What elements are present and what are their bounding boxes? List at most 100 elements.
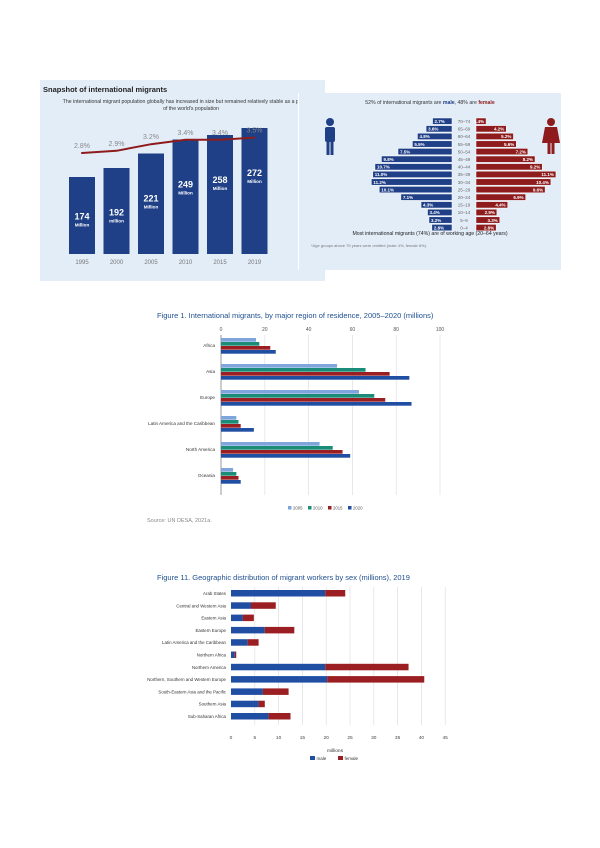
bar-2015 bbox=[221, 424, 241, 428]
age-group-label: 55–59 bbox=[458, 142, 471, 147]
male-age-bar bbox=[432, 117, 453, 125]
x-tick-label: 25 bbox=[347, 735, 353, 741]
male-age-bar bbox=[427, 208, 453, 216]
pyramid-title-part: , 48% are bbox=[454, 100, 479, 106]
snapshot-bar-chart: 174Million19952.8%192million20002.9%221M… bbox=[69, 128, 268, 266]
male-age-bar bbox=[374, 163, 453, 171]
age-group-label: 50–54 bbox=[458, 149, 471, 154]
bar-unit-label: Million bbox=[75, 222, 90, 227]
region-label: Eastern Asia bbox=[201, 616, 226, 621]
x-tick-label: 30 bbox=[371, 735, 377, 741]
population-pyramid-chart: 2.7% 1.4%70–74 3.6% 4.2% 65–69 4.8% 5.2% 60–64 5… bbox=[325, 117, 560, 232]
region-label: Oceania bbox=[198, 473, 216, 478]
snapshot-title: Snapshot of international migrants bbox=[43, 85, 168, 94]
female-age-bar bbox=[475, 193, 526, 201]
legend-label: 2015 bbox=[333, 506, 343, 511]
x-tick-label: 45 bbox=[443, 735, 449, 741]
legend-label: 2020 bbox=[353, 506, 363, 511]
bar-unit-label: Million bbox=[213, 186, 228, 191]
stacked-bar-male bbox=[231, 663, 326, 671]
age-group-label: 20–24 bbox=[458, 195, 471, 200]
stacked-bar-female bbox=[242, 614, 254, 622]
x-tick-label: 80 bbox=[393, 327, 399, 333]
bar-2005 bbox=[221, 468, 234, 472]
stacked-bar-male bbox=[231, 626, 265, 634]
bar-2020 bbox=[221, 428, 254, 432]
male-age-bar bbox=[372, 170, 453, 178]
male-age-bar bbox=[428, 216, 453, 224]
region-label: Northern America bbox=[192, 665, 227, 670]
female-age-bar bbox=[475, 132, 514, 140]
male-age-bar bbox=[400, 193, 453, 201]
x-tick-label: 20 bbox=[262, 327, 268, 333]
age-group-label: 10–14 bbox=[458, 210, 471, 215]
pyramid-title-male: male bbox=[442, 100, 455, 106]
female-age-bar bbox=[475, 224, 497, 232]
migrant-bar-2005 bbox=[138, 153, 164, 254]
x-tick-label: 35 bbox=[395, 735, 401, 741]
female-pct-label: 10.4% bbox=[536, 180, 549, 185]
female-pct-label: 4.2% bbox=[494, 127, 504, 132]
figure11-title: Figure 11. Geographic distribution of mi… bbox=[157, 573, 410, 582]
male-pct-label: 9.8% bbox=[383, 157, 393, 162]
bar-value-label: 192 bbox=[109, 207, 124, 217]
female-age-bar bbox=[475, 155, 536, 163]
snapshot-panel: Snapshot of international migrants The i… bbox=[40, 80, 325, 281]
female-person-icon bbox=[542, 118, 560, 154]
bar-unit-label: Million bbox=[178, 191, 193, 196]
year-tick-label: 2015 bbox=[213, 260, 227, 266]
legend-label: 2010 bbox=[313, 506, 323, 511]
female-pct-label: 5.6% bbox=[504, 142, 514, 147]
female-age-bar bbox=[475, 216, 501, 224]
year-tick-label: 2005 bbox=[144, 260, 158, 266]
female-age-bar bbox=[475, 208, 498, 216]
age-group-label: 25–29 bbox=[458, 187, 471, 192]
x-tick-label: 0 bbox=[220, 327, 223, 333]
female-pct-label: 6.9% bbox=[513, 195, 523, 200]
pyramid-note: *Age groups above 75 years were omitted … bbox=[311, 243, 428, 248]
figure11-chart: 0 5 10 15 20 25 30 35 40 45 Arab States Central and… bbox=[147, 587, 449, 761]
stacked-bar-female bbox=[325, 663, 409, 671]
bar-2020 bbox=[221, 480, 241, 484]
x-tick-label: 100 bbox=[436, 327, 445, 333]
region-label: Central and Western Asia bbox=[176, 603, 226, 608]
male-person-icon bbox=[325, 118, 335, 155]
male-pct-label: 11.0% bbox=[375, 172, 388, 177]
region-label: Latin America and the Caribbean bbox=[162, 640, 227, 645]
bar-2010 bbox=[221, 394, 375, 398]
female-age-bar bbox=[475, 163, 543, 171]
figure1-chart: 0 20 40 60 80 100 Africa Asia Europe Latin Americ… bbox=[148, 327, 445, 511]
stacked-bar-male bbox=[231, 614, 243, 622]
female-pct-label: 4.4% bbox=[495, 203, 505, 208]
x-tick-label: 40 bbox=[419, 735, 425, 741]
region-label: Europe bbox=[200, 395, 215, 400]
male-pct-label: 3.2% bbox=[431, 218, 441, 223]
bar-2015 bbox=[221, 372, 390, 376]
pyramid-title-part: 52% of international migrants are bbox=[365, 100, 443, 106]
pyramid-footer: Most international migrants (74%) are of… bbox=[352, 231, 508, 237]
snapshot-subtitle: The international migrant population glo… bbox=[62, 99, 320, 112]
female-pct-label: 9.6% bbox=[533, 187, 543, 192]
migrant-bar-1995 bbox=[69, 177, 95, 254]
bar-2020 bbox=[221, 350, 276, 354]
female-pct-label: 2.8% bbox=[484, 225, 494, 230]
x-tick-label: 15 bbox=[300, 735, 306, 741]
bar-2010 bbox=[221, 420, 239, 424]
female-age-bar bbox=[475, 186, 546, 194]
migrant-bar-2015 bbox=[207, 135, 233, 254]
bar-2005 bbox=[221, 442, 320, 446]
stacked-bar-female bbox=[327, 676, 425, 683]
legend-swatch-2010 bbox=[308, 506, 312, 510]
region-label: Africa bbox=[203, 343, 215, 348]
legend-swatch-2020 bbox=[348, 506, 352, 510]
bar-2015 bbox=[221, 450, 343, 454]
percent-label: 2.8% bbox=[74, 143, 90, 150]
legend-swatch-male bbox=[310, 756, 315, 760]
bar-2010 bbox=[221, 472, 237, 476]
male-pct-label: 10.7% bbox=[377, 165, 390, 170]
bar-2020 bbox=[221, 376, 410, 380]
male-age-bar bbox=[431, 224, 453, 232]
legend-label: male bbox=[317, 756, 327, 761]
percent-label: 3.2% bbox=[143, 134, 159, 141]
male-age-bar bbox=[371, 178, 453, 186]
